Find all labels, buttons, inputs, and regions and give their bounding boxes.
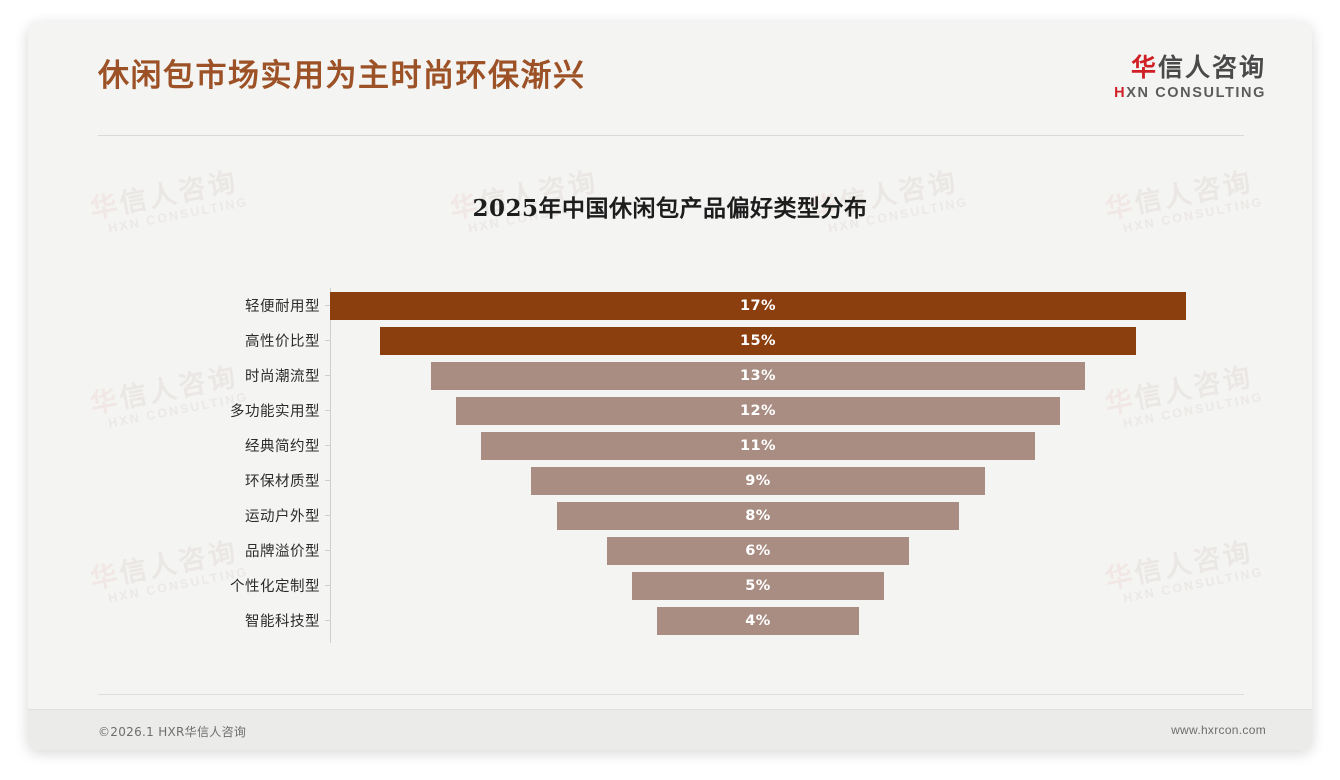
chart-bar-row: 高性价比型 15% xyxy=(98,323,1244,358)
logo-cn-rest: 信人咨询 xyxy=(1157,53,1266,82)
header-divider xyxy=(98,135,1244,136)
bar-value-label: 5% xyxy=(745,577,771,594)
chart-bar[interactable]: 8% xyxy=(556,501,960,530)
axis-tick xyxy=(325,445,330,446)
chart-bar[interactable]: 17% xyxy=(330,291,1186,320)
chart-bar[interactable]: 13% xyxy=(430,361,1086,390)
chart-bar[interactable]: 11% xyxy=(481,431,1035,460)
slide-canvas: 华信人咨询 HXN CONSULTING 华信人咨询 HXN CONSULTING 华信… xyxy=(28,22,1312,750)
logo-en-highlight: H xyxy=(1114,85,1127,102)
chart-bar-row: 运动户外型 8% xyxy=(98,498,1244,533)
slide-footer: ©2026.1 HXR华信人咨询 www.hxrcon.com xyxy=(28,709,1312,750)
axis-tick xyxy=(325,480,330,481)
chart-bar[interactable]: 9% xyxy=(531,466,985,495)
footnote-divider xyxy=(98,694,1244,695)
axis-tick xyxy=(325,550,330,551)
y-axis-line xyxy=(330,288,331,643)
slide-header: 休闲包市场实用为主时尚环保渐兴 华信人咨询 HXN CONSULTING xyxy=(28,22,1312,118)
chart-bar-row: 时尚潮流型 13% xyxy=(98,358,1244,393)
chart-bar-row: 品牌溢价型 6% xyxy=(98,533,1244,568)
category-label: 个性化定制型 xyxy=(230,579,320,595)
chart-title: 2025年中国休闲包产品偏好类型分布 xyxy=(472,195,868,222)
company-logo: 华信人咨询 HXN CONSULTING xyxy=(1114,53,1266,101)
chart-bar-row: 轻便耐用型 17% xyxy=(98,288,1244,323)
bar-value-label: 13% xyxy=(740,367,776,384)
category-label: 品牌溢价型 xyxy=(245,544,320,560)
logo-chinese-text: 华信人咨询 xyxy=(1114,53,1266,82)
logo-english-text: HXN CONSULTING xyxy=(1114,85,1266,101)
axis-tick xyxy=(325,410,330,411)
website-link[interactable]: www.hxrcon.com xyxy=(1171,723,1266,737)
axis-tick xyxy=(325,305,330,306)
copyright-text: ©2026.1 HXR华信人咨询 xyxy=(98,725,247,739)
axis-tick xyxy=(325,585,330,586)
category-label: 运动户外型 xyxy=(245,509,320,525)
chart-bar[interactable]: 5% xyxy=(632,571,884,600)
category-label: 经典简约型 xyxy=(245,439,320,455)
bar-value-label: 12% xyxy=(740,402,776,419)
axis-tick xyxy=(325,375,330,376)
chart-bar[interactable]: 12% xyxy=(455,396,1061,425)
bar-value-label: 8% xyxy=(745,507,771,524)
category-label: 多功能实用型 xyxy=(230,404,320,420)
bar-value-label: 6% xyxy=(745,542,771,559)
bar-value-label: 11% xyxy=(740,437,776,454)
chart-bar-row: 个性化定制型 5% xyxy=(98,568,1244,603)
chart-bar-row: 智能科技型 4% xyxy=(98,603,1244,638)
chart-bar[interactable]: 15% xyxy=(380,326,1136,355)
chart-bar-row: 环保材质型 9% xyxy=(98,463,1244,498)
bar-value-label: 4% xyxy=(745,612,771,629)
logo-cn-highlight: 华 xyxy=(1130,53,1158,82)
bar-value-label: 15% xyxy=(740,332,776,349)
chart-bar-row: 经典简约型 11% xyxy=(98,428,1244,463)
logo-en-rest: XN CONSULTING xyxy=(1126,85,1266,102)
category-label: 环保材质型 xyxy=(245,474,320,490)
bar-value-label: 17% xyxy=(740,297,776,314)
page-title: 休闲包市场实用为主时尚环保渐兴 xyxy=(98,58,586,94)
axis-tick xyxy=(325,620,330,621)
chart-bar-row: 多功能实用型 12% xyxy=(98,393,1244,428)
category-label: 轻便耐用型 xyxy=(245,299,320,315)
chart-bar[interactable]: 4% xyxy=(657,606,859,635)
category-label: 智能科技型 xyxy=(245,614,320,630)
axis-tick xyxy=(325,340,330,341)
funnel-chart: 轻便耐用型 17% 高性价比型 15% 时尚潮流型 13% 多功能实用型 12% 经典简约型 11… xyxy=(98,260,1244,652)
category-label: 时尚潮流型 xyxy=(245,369,320,385)
chart-bar[interactable]: 6% xyxy=(606,536,910,565)
axis-tick xyxy=(325,515,330,516)
category-label: 高性价比型 xyxy=(245,334,320,350)
bar-value-label: 9% xyxy=(745,472,771,489)
